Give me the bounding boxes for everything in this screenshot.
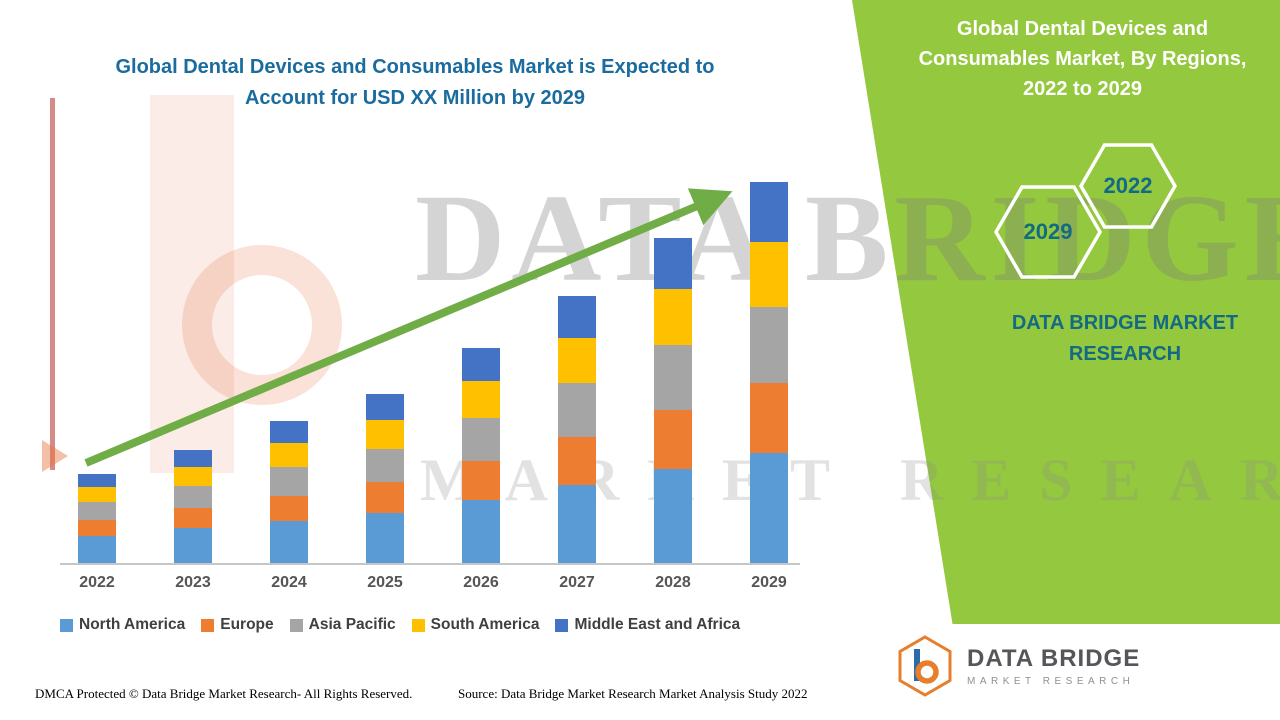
bar-segment xyxy=(78,535,116,563)
legend-swatch xyxy=(411,618,425,632)
legend-label: Asia Pacific xyxy=(308,616,396,633)
bar-segment xyxy=(750,181,788,242)
logo-b-stem xyxy=(914,649,920,681)
bar-segment xyxy=(654,409,692,469)
bar-segment xyxy=(750,306,788,384)
chart-legend: North America Europe Asia Pacific South Ame… xyxy=(60,616,740,634)
legend-item: Middle East and Africa xyxy=(555,616,740,634)
bar-segment xyxy=(270,495,308,521)
x-axis-label: 2022 xyxy=(79,574,115,591)
bar-segment xyxy=(366,448,404,483)
legend-item: South America xyxy=(411,616,540,634)
bar-segment xyxy=(750,241,788,307)
legend-swatch xyxy=(60,618,73,632)
legend-label: South America xyxy=(430,616,540,633)
bar-segment xyxy=(174,508,212,529)
x-axis-label: 2023 xyxy=(175,574,211,591)
bar-segment xyxy=(174,528,212,563)
year-hexagons: 2029 2022 xyxy=(993,143,1178,279)
bar-segment xyxy=(750,383,788,453)
legend-label: Middle East and Africa xyxy=(574,616,741,633)
watermark-b-logo-redline xyxy=(50,98,55,470)
bar-segment xyxy=(462,347,500,382)
legend-label: Europe xyxy=(220,616,274,633)
bar-segment xyxy=(558,485,596,563)
data-bridge-logo: DATA BRIDGE MARKET RESEARCH xyxy=(893,634,1140,698)
legend-label: North America xyxy=(79,616,186,633)
bar-stack-2025 xyxy=(366,393,404,563)
legend-swatch xyxy=(555,618,569,632)
bar-segment xyxy=(366,482,404,513)
legend-item: North America xyxy=(60,616,185,634)
bar-segment xyxy=(366,393,404,421)
bar-segment xyxy=(654,288,692,345)
x-axis-label: 2029 xyxy=(751,574,787,591)
bar-segment xyxy=(270,443,308,468)
x-axis-label: 2024 xyxy=(271,574,307,591)
bar-segment xyxy=(270,521,308,563)
hexagon-year-back: 2029 xyxy=(1024,219,1073,244)
legend-item: Europe xyxy=(201,616,274,634)
bar-segment xyxy=(654,468,692,563)
x-axis-labels: 2022 2023 2024 2025 2026 2027 2028 2029 xyxy=(60,574,800,598)
stacked-bar-plot xyxy=(60,145,800,565)
bar-stack-2026 xyxy=(462,347,500,563)
bar-stack-2027 xyxy=(558,296,596,563)
source-note: Source: Data Bridge Market Research Mark… xyxy=(458,686,808,701)
bar-segment xyxy=(654,237,692,289)
bar-stack-2028 xyxy=(654,237,692,563)
hexagon-2029 xyxy=(993,185,1103,279)
logo-name: DATA BRIDGE xyxy=(967,645,1141,672)
chart-title: Global Dental Devices and Consumables Ma… xyxy=(115,56,715,109)
bar-stack-2029 xyxy=(750,181,788,563)
bar-segment xyxy=(270,467,308,496)
bar-segment xyxy=(174,486,212,509)
bar-stack-2024 xyxy=(270,421,308,563)
bar-segment xyxy=(462,461,500,500)
bar-segment xyxy=(558,383,596,438)
legend-swatch xyxy=(289,618,303,632)
bar-segment xyxy=(78,473,116,488)
bar-segment xyxy=(78,487,116,503)
bar-segment xyxy=(558,437,596,486)
bar-segment xyxy=(462,418,500,462)
bar-segment xyxy=(366,512,404,563)
logo-text-block: DATA BRIDGE MARKET RESEARCH xyxy=(967,645,1140,687)
bar-segment xyxy=(270,421,308,444)
bar-segment xyxy=(558,296,596,339)
bar-segment xyxy=(174,467,212,487)
bar-segment xyxy=(558,338,596,384)
bar-segment xyxy=(462,500,500,563)
legend-swatch xyxy=(201,618,215,632)
right-panel-title: Global Dental Devices and Consumables Ma… xyxy=(918,18,1247,100)
bar-segment xyxy=(78,519,116,536)
dmca-notice: DMCA Protected © Data Bridge Market Rese… xyxy=(35,686,413,701)
bar-segment xyxy=(366,420,404,449)
bar-segment xyxy=(654,344,692,410)
bar-segment xyxy=(174,449,212,468)
bar-segment xyxy=(78,502,116,520)
bar-stack-2022 xyxy=(78,473,116,563)
hexagon-year-front: 2022 xyxy=(1104,173,1153,198)
x-axis-label: 2028 xyxy=(655,574,691,591)
x-axis-label: 2025 xyxy=(367,574,403,591)
x-axis-label: 2027 xyxy=(559,574,595,591)
hexagon-2022 xyxy=(1078,143,1178,229)
logo-b-bowl xyxy=(915,660,939,684)
data-bridge-logo-icon xyxy=(898,635,952,697)
logo-subtitle: MARKET RESEARCH xyxy=(967,676,1135,687)
x-axis-label: 2026 xyxy=(463,574,499,591)
bar-segment xyxy=(462,381,500,419)
legend-item: Asia Pacific xyxy=(289,616,396,634)
brand-text: DATA BRIDGE MARKET RESEARCH xyxy=(1011,312,1239,365)
bar-stack-2023 xyxy=(174,449,212,563)
bar-segment xyxy=(750,452,788,563)
